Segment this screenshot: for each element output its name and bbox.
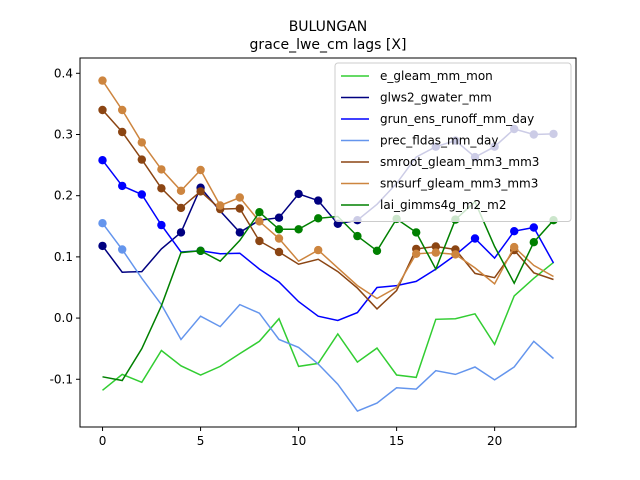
legend-label-e_gleam_mm_mon: e_gleam_mm_mon (380, 69, 493, 83)
data-point-smsurf_gleam_mm3_mm3-0 (98, 76, 107, 85)
data-point-smroot_gleam_mm3_mm3-4 (176, 203, 186, 213)
data-point-lai_gimms4g_m2_m2-16 (412, 228, 421, 237)
series-line-grun_ens_runoff_mm_day (101, 159, 555, 322)
legend-label-smroot_gleam_mm3_mm3: smroot_gleam_mm3_mm3 (380, 155, 539, 169)
data-point-smroot_gleam_mm3_mm3-9 (274, 247, 284, 257)
x-tick-label: 0 (99, 434, 107, 448)
data-point-smsurf_gleam_mm3_mm3-7 (235, 193, 244, 202)
data-point-glws2_gwater_mm-9 (274, 213, 284, 222)
data-point-smsurf_gleam_mm3_mm3-8 (255, 217, 264, 226)
legend: e_gleam_mm_mon glws2_gwater_mm grun_ens_ru… (334, 62, 572, 222)
data-point-smsurf_gleam_mm3_mm3-9 (274, 234, 284, 243)
legend-label-smsurf_gleam_mm3_mm3: smsurf_gleam_mm3_mm3 (380, 177, 538, 191)
y-tick-label: -0.1 (50, 372, 73, 386)
chart-title: BULUNGAN (289, 19, 368, 35)
data-point-grun_ens_runoff_mm_day-19 (470, 234, 480, 243)
data-point-smsurf_gleam_mm3_mm3-21 (510, 242, 519, 252)
data-point-glws2_gwater_mm-10 (294, 189, 303, 199)
chart-subtitle: grace_lwe_cm lags [X] (250, 37, 407, 53)
data-point-grun_ens_runoff_mm_day-3 (157, 220, 166, 230)
data-point-lai_gimms4g_m2_m2-22 (529, 238, 538, 247)
data-point-prec_fldas_mm_day-0 (98, 219, 107, 228)
y-tick-label: 0.0 (54, 311, 73, 325)
data-point-prec_fldas_mm_day-1 (118, 245, 127, 254)
x-tick-label: 10 (291, 434, 306, 448)
data-point-smroot_gleam_mm3_mm3-2 (137, 155, 146, 164)
data-point-smsurf_gleam_mm3_mm3-16 (412, 249, 421, 258)
axis-layer: 0 5 10 15 20 -0.1 0.0 0.1 0.2 0.3 0.4 (50, 66, 503, 448)
data-point-grun_ens_runoff_mm_day-22 (529, 223, 538, 232)
data-point-smroot_gleam_mm3_mm3-5 (196, 187, 205, 196)
data-point-grun_ens_runoff_mm_day-21 (510, 227, 519, 236)
data-point-smroot_gleam_mm3_mm3-0 (98, 105, 107, 115)
legend-label-grun_ens_runoff_mm_day: grun_ens_runoff_mm_day (380, 112, 534, 126)
series-line-e_gleam_mm_mon (102, 261, 554, 391)
data-point-glws2_gwater_mm-7 (235, 228, 244, 237)
data-point-smroot_gleam_mm3_mm3-3 (157, 184, 166, 193)
data-point-grun_ens_runoff_mm_day-0 (98, 156, 107, 165)
data-point-smsurf_gleam_mm3_mm3-3 (157, 165, 166, 174)
data-point-grun_ens_runoff_mm_day-1 (118, 181, 127, 191)
legend-label-glws2_gwater_mm: glws2_gwater_mm (380, 91, 492, 105)
data-point-lai_gimms4g_m2_m2-5 (196, 246, 205, 255)
y-tick-label: 0.4 (54, 66, 73, 80)
data-point-lai_gimms4g_m2_m2-14 (372, 246, 382, 255)
data-point-smsurf_gleam_mm3_mm3-11 (314, 245, 323, 255)
data-point-grun_ens_runoff_mm_day-2 (137, 190, 146, 199)
data-point-lai_gimms4g_m2_m2-10 (294, 225, 303, 234)
data-point-lai_gimms4g_m2_m2-9 (274, 225, 284, 234)
data-point-smroot_gleam_mm3_mm3-17 (431, 242, 440, 251)
x-tick-label: 5 (197, 434, 205, 448)
data-point-lai_gimms4g_m2_m2-13 (353, 231, 362, 241)
data-point-smsurf_gleam_mm3_mm3-17 (431, 248, 440, 257)
data-point-smsurf_gleam_mm3_mm3-18 (451, 250, 460, 259)
data-point-smroot_gleam_mm3_mm3-8 (255, 236, 264, 246)
data-point-smsurf_gleam_mm3_mm3-1 (118, 105, 127, 115)
legend-label-lai_gimms4g_m2_m2: lai_gimms4g_m2_m2 (380, 198, 507, 212)
data-point-smsurf_gleam_mm3_mm3-2 (137, 138, 146, 147)
plot-frame (79, 57, 577, 428)
series-line-prec_fldas_mm_day (101, 222, 554, 413)
data-point-smroot_gleam_mm3_mm3-1 (118, 127, 127, 137)
data-point-smsurf_gleam_mm3_mm3-6 (216, 201, 225, 210)
legend-box (334, 62, 572, 222)
data-point-smsurf_gleam_mm3_mm3-5 (196, 165, 205, 175)
data-point-lai_gimms4g_m2_m2-11 (314, 214, 323, 223)
data-point-smroot_gleam_mm3_mm3-7 (235, 204, 244, 213)
y-tick-label: 0.1 (54, 250, 73, 264)
series-line-smsurf_gleam_mm3_mm3 (101, 80, 554, 300)
x-tick-label: 15 (389, 434, 404, 448)
series-line-smroot_gleam_mm3_mm3 (101, 109, 554, 310)
data-point-glws2_gwater_mm-11 (314, 196, 323, 205)
data-point-smsurf_gleam_mm3_mm3-4 (176, 186, 186, 195)
y-tick-label: 0.3 (54, 127, 73, 141)
data-point-glws2_gwater_mm-4 (176, 228, 186, 237)
data-point-glws2_gwater_mm-0 (98, 241, 107, 251)
x-tick-label: 20 (487, 434, 502, 448)
y-tick-label: 0.2 (54, 189, 73, 203)
data-point-lai_gimms4g_m2_m2-8 (255, 208, 264, 217)
legend-label-prec_fldas_mm_day: prec_fldas_mm_day (380, 134, 499, 148)
